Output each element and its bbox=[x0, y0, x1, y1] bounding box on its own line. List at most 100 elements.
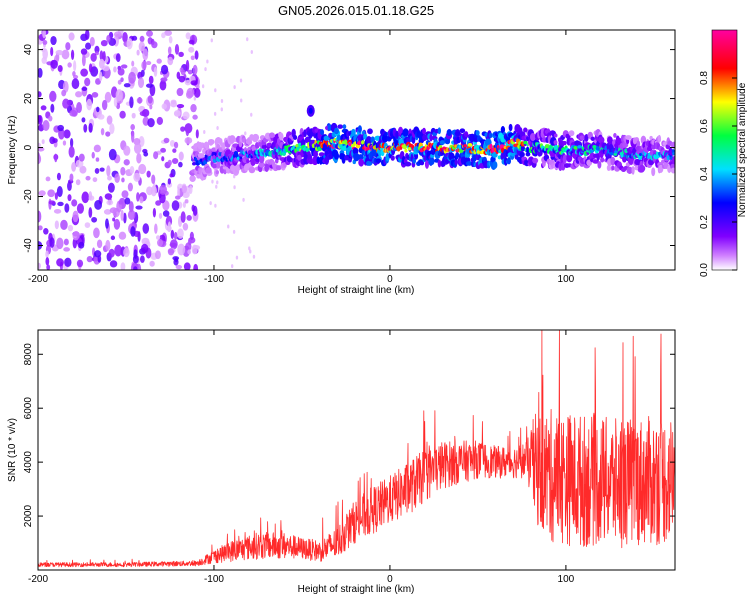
colorbar-ticks: 0.0 0.2 0.4 0.6 0.8 bbox=[699, 71, 737, 277]
noise-blob bbox=[92, 177, 98, 183]
noise-blob bbox=[120, 262, 126, 270]
ridge-halo bbox=[211, 163, 218, 169]
snr-frame bbox=[37, 329, 676, 571]
noise-speck bbox=[210, 38, 213, 43]
noise-blob bbox=[81, 191, 90, 204]
noise-blob bbox=[142, 48, 149, 61]
noise-blob bbox=[174, 195, 181, 200]
noise-blob bbox=[177, 228, 184, 239]
noise-blob bbox=[69, 109, 78, 117]
x-tick-label: -100 bbox=[204, 574, 224, 585]
noise-blob bbox=[160, 77, 168, 82]
noise-blob bbox=[99, 50, 104, 61]
noise-speck bbox=[240, 98, 243, 103]
noise-blob bbox=[109, 207, 118, 214]
noise-blob bbox=[176, 87, 184, 97]
ridge-core bbox=[305, 147, 310, 153]
noise-blob bbox=[130, 131, 135, 143]
noise-blob bbox=[114, 244, 123, 257]
noise-blob bbox=[157, 238, 164, 247]
noise-blob bbox=[62, 98, 70, 109]
noise-blob bbox=[131, 60, 135, 67]
noise-blob bbox=[183, 262, 191, 270]
noise-speck bbox=[246, 37, 249, 42]
noise-blob bbox=[186, 215, 192, 221]
noise-blob bbox=[41, 56, 47, 64]
ridge-halo bbox=[465, 161, 473, 166]
noise-blob bbox=[48, 200, 56, 205]
noise-blob bbox=[142, 223, 150, 234]
noise-blob bbox=[41, 139, 45, 145]
noise-blob bbox=[129, 96, 134, 109]
noise-speck bbox=[244, 131, 247, 136]
noise-blob bbox=[101, 99, 108, 111]
noise-blob bbox=[128, 71, 136, 84]
noise-blob bbox=[38, 142, 41, 148]
ridge-halo bbox=[610, 156, 616, 166]
noise-blob bbox=[63, 238, 69, 246]
ridge-core bbox=[365, 147, 370, 151]
noise-blob bbox=[158, 212, 163, 219]
noise-blob bbox=[108, 248, 115, 258]
ridge-halo bbox=[384, 132, 388, 137]
noise-blob bbox=[68, 146, 75, 158]
ridge-halo bbox=[207, 138, 215, 145]
ridge-halo bbox=[258, 161, 265, 168]
ridge-core bbox=[489, 143, 493, 149]
noise-blob bbox=[160, 64, 169, 75]
noise-blob bbox=[40, 105, 47, 111]
noise-blob bbox=[104, 209, 110, 215]
noise-blob bbox=[64, 257, 72, 268]
noise-blob bbox=[190, 80, 198, 86]
noise-blob bbox=[167, 159, 172, 166]
noise-blob bbox=[141, 243, 149, 253]
noise-blob bbox=[178, 151, 184, 161]
noise-blob bbox=[88, 63, 93, 73]
noise-blob bbox=[95, 78, 101, 85]
noise-blob bbox=[122, 31, 128, 43]
noise-blob bbox=[67, 194, 72, 202]
noise-blob bbox=[152, 181, 156, 194]
noise-blob bbox=[98, 58, 105, 69]
noise-blob bbox=[67, 181, 72, 192]
noise-speck bbox=[216, 126, 219, 131]
noise-blob bbox=[174, 43, 180, 55]
noise-blob bbox=[72, 230, 80, 241]
ridge-halo bbox=[657, 134, 662, 143]
noise-blob bbox=[42, 30, 46, 39]
noise-blob bbox=[99, 167, 105, 172]
noise-blob bbox=[191, 244, 198, 255]
noise-blob bbox=[172, 148, 177, 153]
ridge-halo bbox=[297, 154, 302, 161]
noise-speck bbox=[249, 249, 252, 254]
noise-blob bbox=[89, 36, 95, 47]
ridge-halo bbox=[598, 136, 605, 144]
noise-blob bbox=[174, 257, 179, 263]
noise-blob bbox=[159, 184, 167, 195]
noise-blob bbox=[47, 189, 56, 198]
ridge-halo bbox=[566, 154, 573, 163]
ridge-halo bbox=[519, 151, 525, 158]
noise-blob bbox=[80, 48, 88, 55]
noise-blob bbox=[38, 146, 45, 152]
noise-blob bbox=[148, 75, 154, 85]
noise-blob bbox=[141, 60, 147, 70]
noise-speck bbox=[239, 78, 243, 83]
noise-blob bbox=[181, 185, 188, 194]
ridge-halo bbox=[429, 133, 433, 142]
noise-blob bbox=[98, 71, 103, 82]
ridge-halo bbox=[333, 152, 340, 160]
noise-blob bbox=[190, 104, 197, 113]
ridge-halo bbox=[520, 145, 526, 152]
noise-blob bbox=[91, 151, 95, 159]
noise-blob bbox=[139, 35, 145, 43]
noise-blob bbox=[146, 170, 151, 178]
noise-blob bbox=[128, 201, 134, 213]
noise-blob bbox=[50, 59, 58, 69]
y-tick-label: 20 bbox=[23, 93, 34, 105]
noise-blob bbox=[132, 254, 139, 264]
noise-blob bbox=[102, 50, 106, 62]
noise-speck bbox=[227, 224, 230, 229]
ridge-halo bbox=[459, 128, 466, 134]
